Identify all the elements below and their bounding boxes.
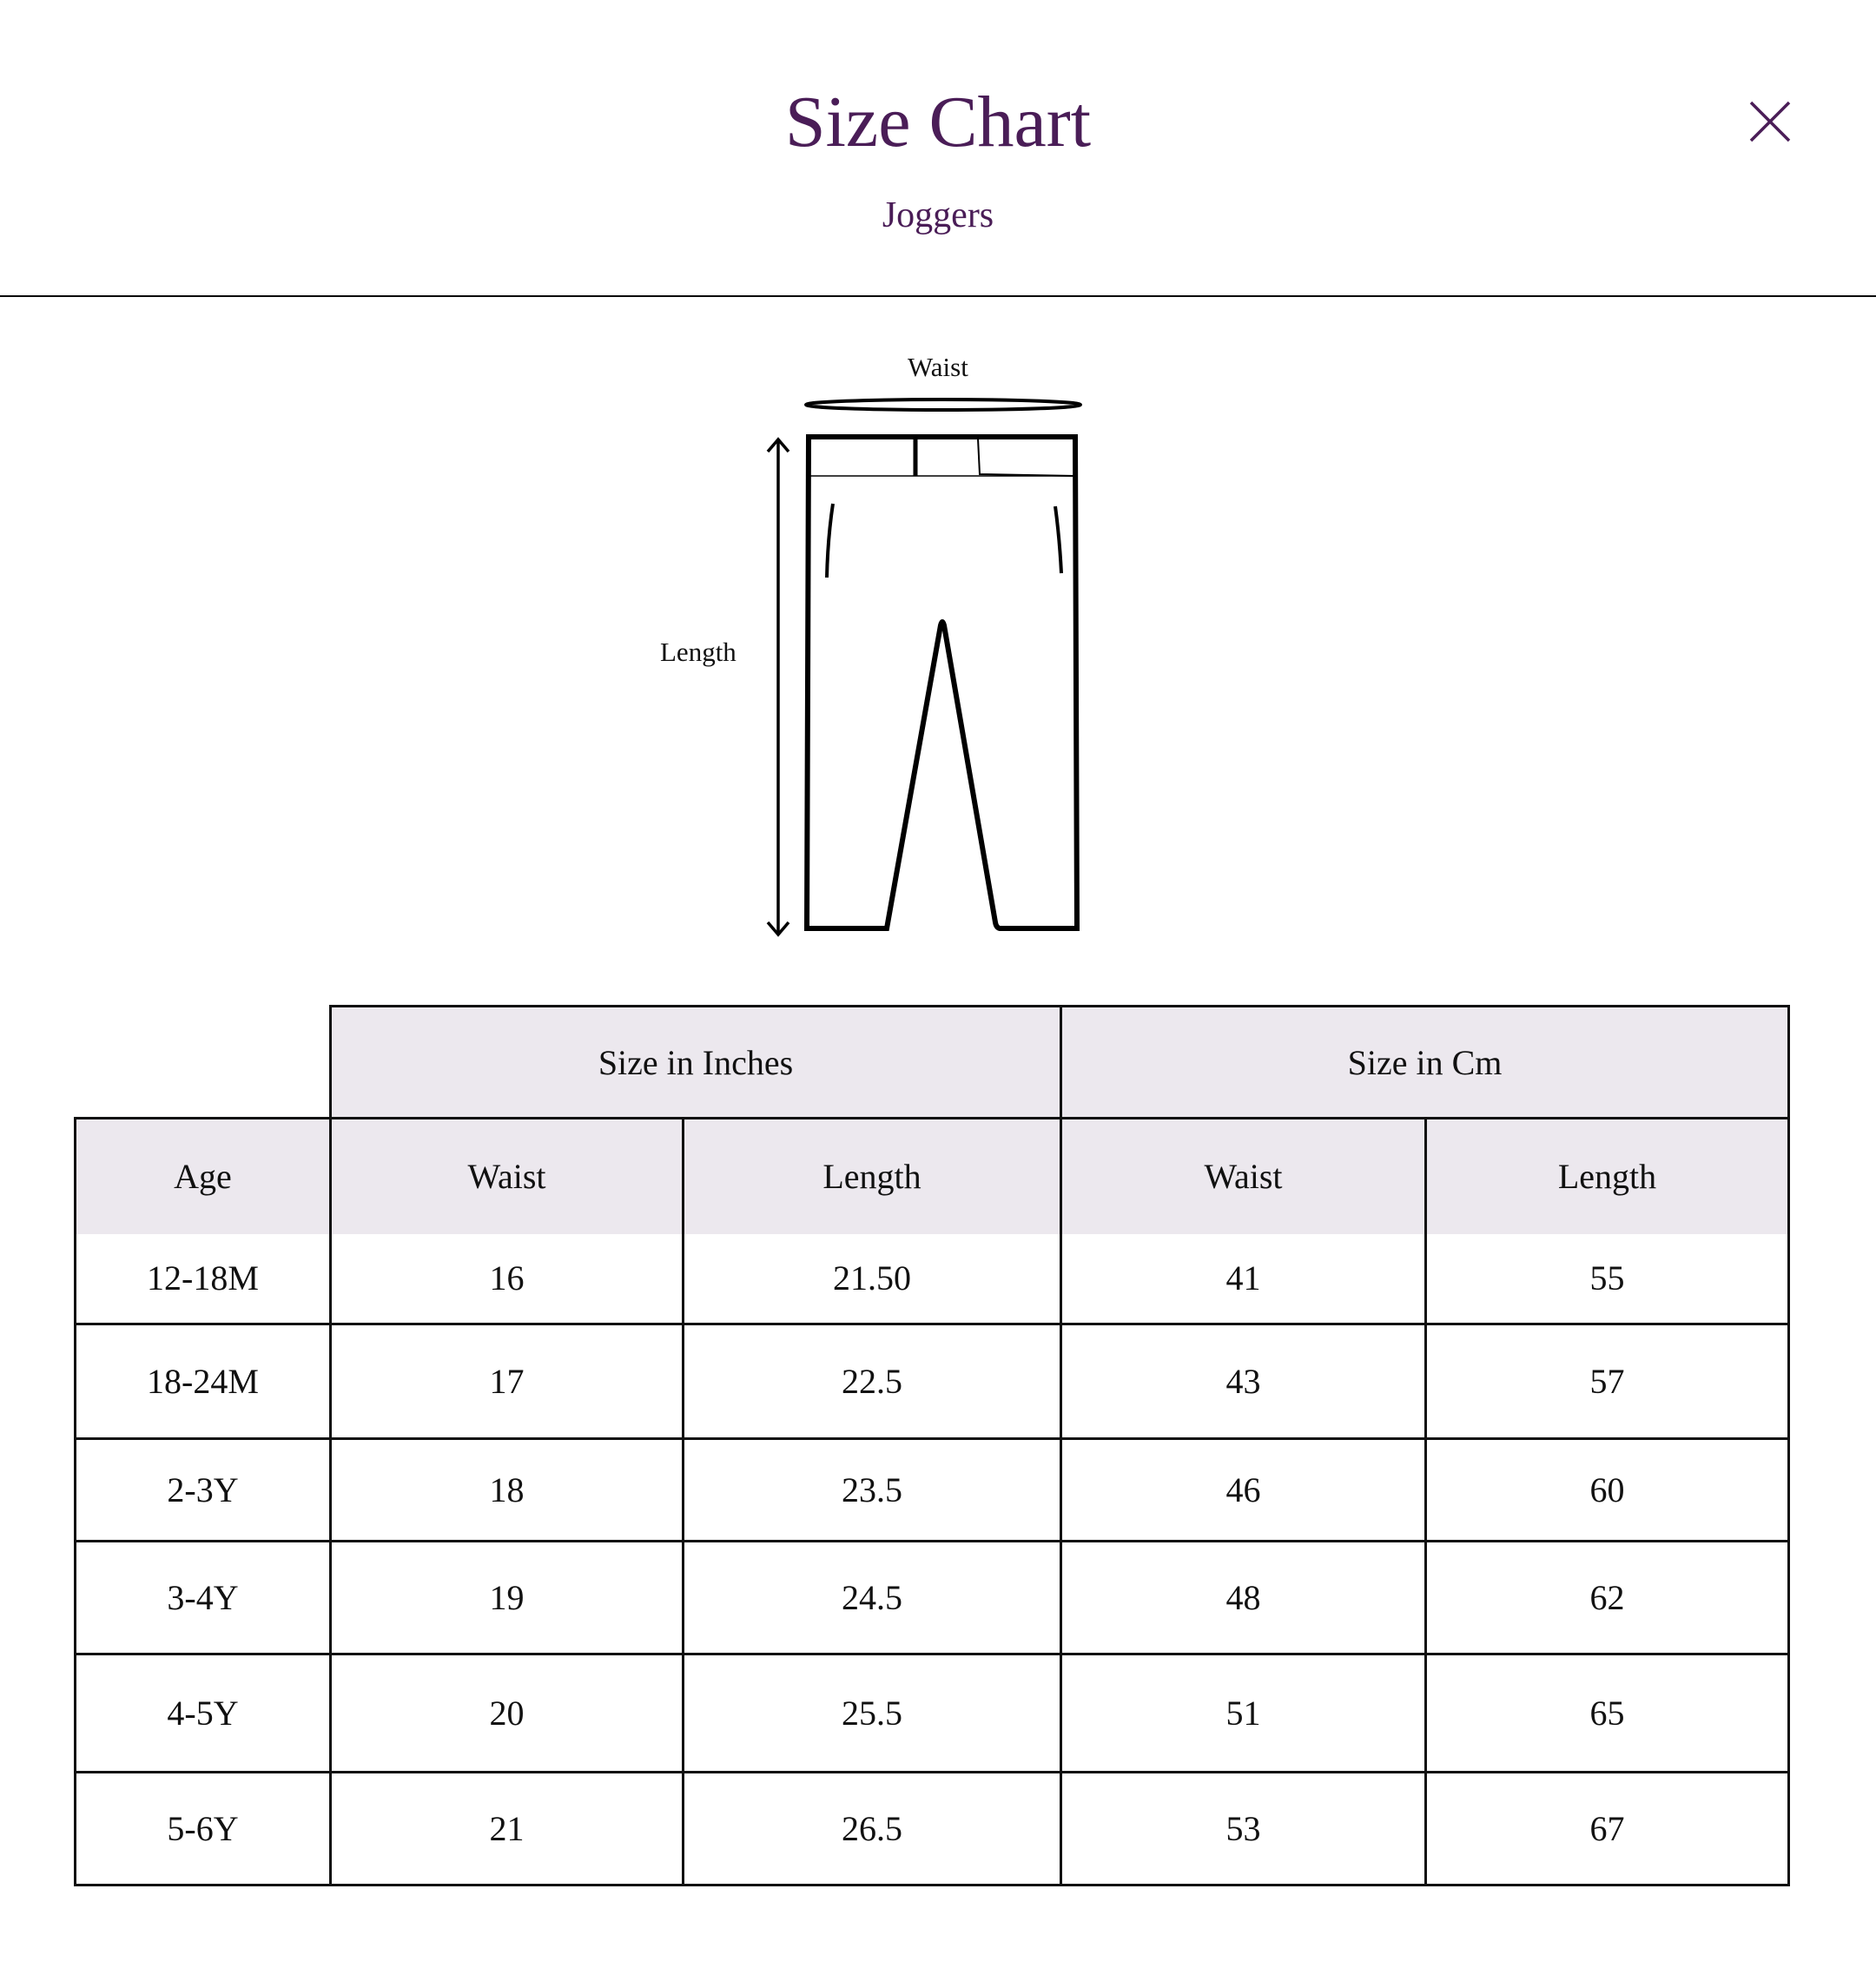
group-header-row: Size in Inches Size in Cm <box>76 1005 1790 1119</box>
table-row: 4-5Y 20 25.5 51 65 <box>74 1653 1790 1773</box>
waist-measure-ellipse <box>804 398 1082 412</box>
column-header-waist-cm: Waist <box>1060 1118 1427 1234</box>
cell-waist-cm: 46 <box>1060 1437 1427 1542</box>
cell-waist-in: 16 <box>329 1233 684 1325</box>
table-row: 3-4Y 19 24.5 48 62 <box>74 1540 1790 1655</box>
close-icon <box>1749 101 1791 142</box>
cell-age: 5-6Y <box>74 1771 332 1886</box>
group-header-cm: Size in Cm <box>1060 1005 1790 1119</box>
header-divider <box>0 295 1876 297</box>
cell-length-in: 25.5 <box>682 1653 1062 1773</box>
group-header-inches: Size in Inches <box>329 1005 1062 1119</box>
cell-waist-in: 20 <box>329 1653 684 1773</box>
waist-label: Waist <box>908 352 968 382</box>
product-subtitle: Joggers <box>882 195 994 235</box>
column-header-row: Age Waist Length Waist Length <box>74 1117 1790 1234</box>
table-row: 12-18M 16 21.50 41 55 <box>74 1233 1790 1325</box>
cell-length-in: 22.5 <box>682 1323 1062 1440</box>
cell-length-cm: 67 <box>1424 1771 1790 1886</box>
cell-length-in: 24.5 <box>682 1540 1062 1655</box>
cell-length-cm: 55 <box>1424 1233 1790 1325</box>
cell-length-cm: 65 <box>1424 1653 1790 1773</box>
column-header-waist-in: Waist <box>330 1118 684 1234</box>
table-row: 2-3Y 18 23.5 46 60 <box>74 1437 1790 1542</box>
cell-length-in: 23.5 <box>682 1437 1062 1542</box>
cell-waist-in: 18 <box>329 1437 684 1542</box>
cell-length-cm: 60 <box>1424 1437 1790 1542</box>
column-header-age: Age <box>74 1117 332 1234</box>
cell-waist-in: 19 <box>329 1540 684 1655</box>
cell-age: 3-4Y <box>74 1540 332 1655</box>
cell-waist-cm: 43 <box>1060 1323 1427 1440</box>
size-table: Size in Inches Size in Cm Age Waist Leng… <box>74 1005 1790 1886</box>
pants-outline <box>803 434 1080 931</box>
cell-waist-cm: 53 <box>1060 1771 1427 1886</box>
cell-age: 2-3Y <box>74 1437 332 1542</box>
length-label: Length <box>660 637 737 667</box>
column-header-length-in: Length <box>683 1118 1062 1234</box>
cell-length-cm: 62 <box>1424 1540 1790 1655</box>
cell-age: 12-18M <box>74 1233 332 1325</box>
close-button[interactable] <box>1746 97 1794 146</box>
table-row: 18-24M 17 22.5 43 57 <box>74 1323 1790 1440</box>
cell-length-in: 21.50 <box>682 1233 1062 1325</box>
cell-waist-cm: 48 <box>1060 1540 1427 1655</box>
cell-waist-cm: 41 <box>1060 1233 1427 1325</box>
pants-diagram <box>766 398 1082 937</box>
table-row: 5-6Y 21 26.5 53 67 <box>74 1771 1790 1886</box>
cell-length-in: 26.5 <box>682 1771 1062 1886</box>
cell-length-cm: 57 <box>1424 1323 1790 1440</box>
column-header-length-cm: Length <box>1425 1118 1790 1234</box>
page-title: Size Chart <box>784 82 1092 162</box>
cell-age: 18-24M <box>74 1323 332 1440</box>
cell-age: 4-5Y <box>74 1653 332 1773</box>
length-arrow-icon <box>766 437 790 937</box>
cell-waist-in: 17 <box>329 1323 684 1440</box>
cell-waist-cm: 51 <box>1060 1653 1427 1773</box>
cell-waist-in: 21 <box>329 1771 684 1886</box>
